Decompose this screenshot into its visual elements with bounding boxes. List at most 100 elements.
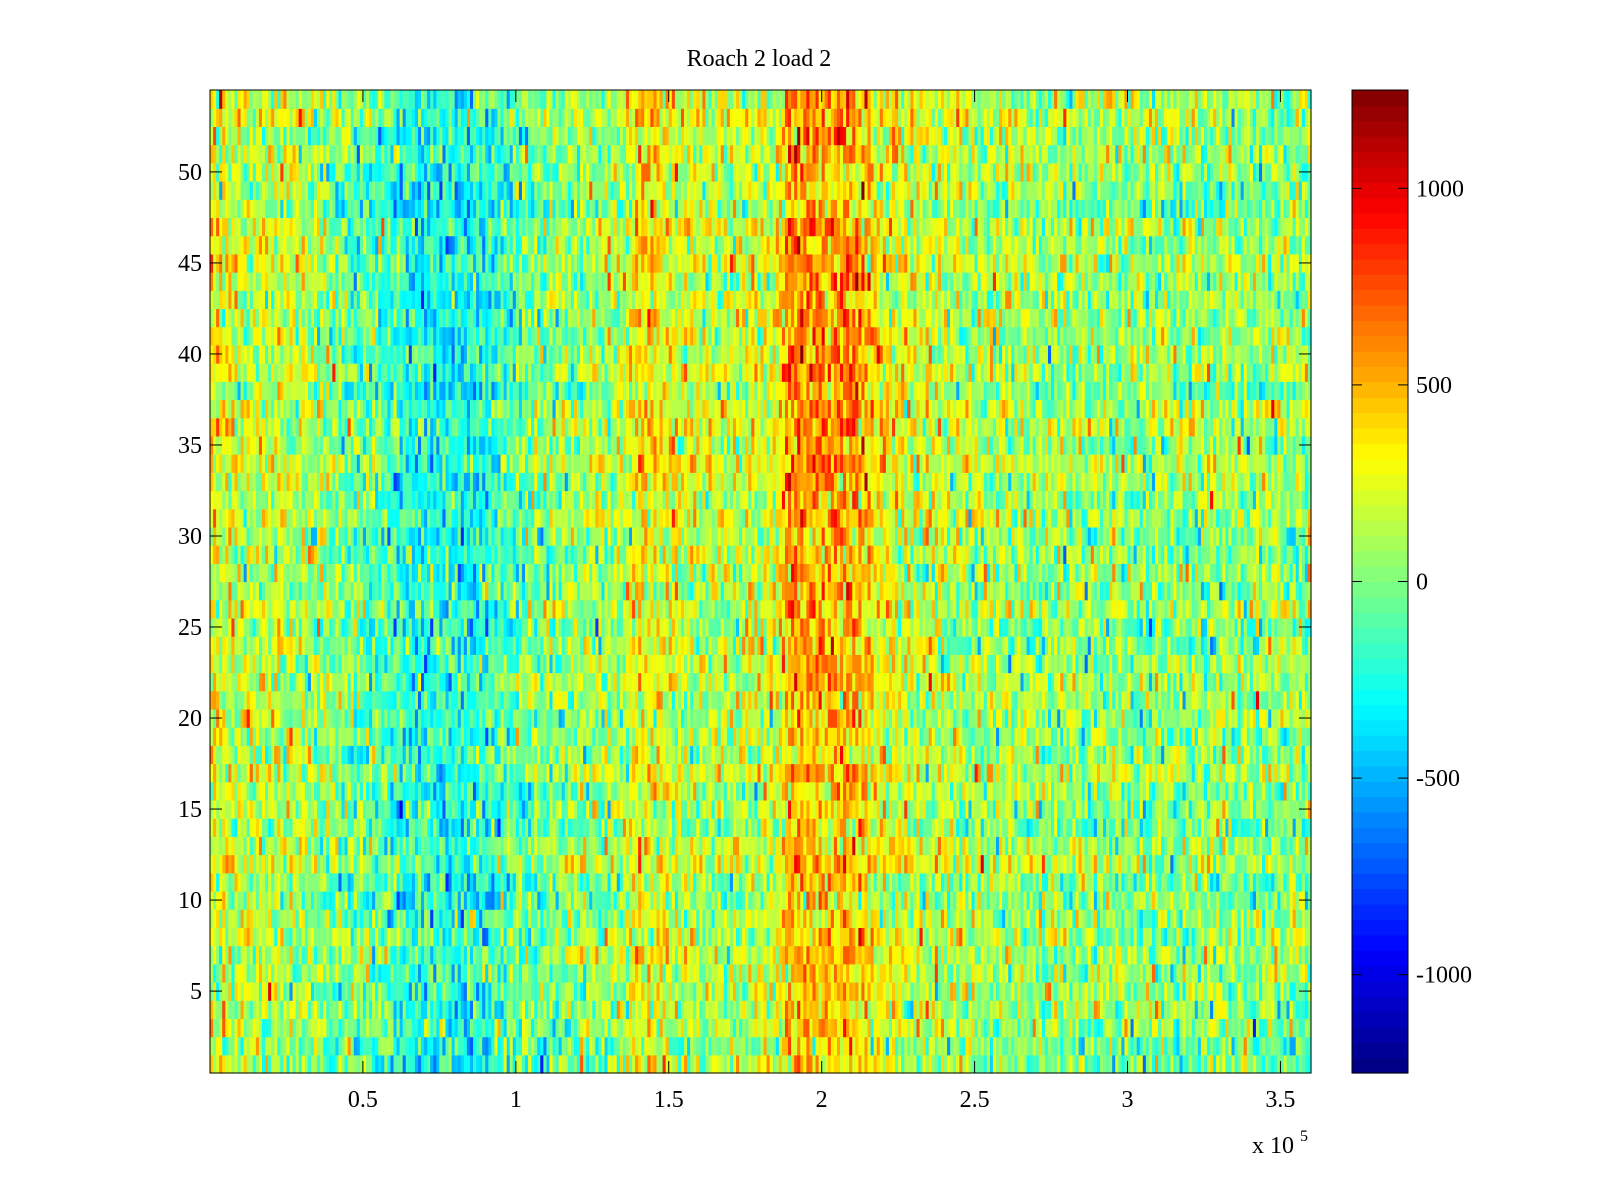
heatmap-cell (858, 1000, 863, 1019)
heatmap-cell (977, 1054, 982, 1074)
heatmap-cell (353, 1036, 358, 1056)
heatmap-cell (295, 981, 300, 1001)
heatmap-cell (506, 963, 511, 983)
heatmap-cell (635, 963, 639, 983)
heatmap-cell (213, 1018, 217, 1038)
heatmap-cell (1087, 1036, 1092, 1056)
heatmap-cell (995, 1018, 1000, 1038)
heatmap-cell (1136, 963, 1141, 983)
heatmap-cell (1222, 1000, 1226, 1019)
heatmap-cell (359, 1036, 364, 1056)
heatmap-cell (907, 1018, 911, 1038)
heatmap-cell (243, 963, 248, 983)
heatmap-cell (216, 1054, 220, 1074)
heatmap-cell (1231, 1018, 1236, 1038)
heatmap-cell (592, 1018, 596, 1038)
heatmap-cell (1051, 981, 1055, 1001)
heatmap-cell (632, 1018, 636, 1038)
heatmap-cell (1207, 981, 1211, 1001)
heatmap-cell (714, 963, 719, 983)
heatmap-cell (552, 1036, 557, 1056)
heatmap-cell (1243, 981, 1248, 1001)
heatmap-cell (537, 1018, 541, 1038)
heatmap-cell (775, 981, 780, 1001)
heatmap-cell (1255, 1036, 1260, 1056)
heatmap-cell (830, 981, 835, 1001)
heatmap-cell (1115, 1000, 1119, 1019)
heatmap-cell (1047, 1018, 1052, 1038)
heatmap-cell (989, 981, 994, 1001)
heatmap-cell (680, 981, 685, 1001)
heatmap-cell (989, 1000, 994, 1019)
heatmap-cell (861, 1036, 866, 1056)
heatmap-cell (289, 963, 294, 983)
heatmap-cell (653, 981, 658, 1001)
heatmap-cell (1145, 981, 1150, 1001)
heatmap-cell (1121, 1036, 1126, 1056)
heatmap-cell (736, 981, 740, 1001)
heatmap-cell (968, 963, 973, 983)
heatmap-cell (344, 963, 349, 983)
heatmap-cell (607, 1000, 612, 1019)
heatmap-cell (864, 981, 869, 1001)
heatmap-cell (791, 1000, 795, 1019)
heatmap-cell (674, 981, 679, 1001)
heatmap-cell (1161, 1018, 1165, 1038)
heatmap-cell (466, 981, 471, 1001)
heatmap-cell (1011, 1000, 1015, 1019)
heatmap-cell (390, 1000, 395, 1019)
heatmap-cell (534, 1036, 538, 1056)
heatmap-cell (463, 1000, 468, 1019)
heatmap-cell (1020, 1000, 1025, 1019)
heatmap-cell (702, 1000, 707, 1019)
heatmap-cell (1109, 1054, 1113, 1074)
heatmap-cell (289, 981, 294, 1001)
heatmap-cell (772, 1000, 777, 1019)
heatmap-cell (1075, 981, 1080, 1001)
heatmap-cell (485, 963, 489, 983)
heatmap-cell (1155, 963, 1159, 983)
heatmap-cell (931, 981, 936, 1001)
heatmap-cell (564, 981, 569, 1001)
heatmap-cell (335, 1054, 340, 1074)
heatmap-cell (895, 1018, 899, 1038)
heatmap-cell (580, 1054, 584, 1074)
heatmap-cell (901, 981, 905, 1001)
heatmap-cell (1222, 981, 1226, 1001)
heatmap-cell (439, 963, 444, 983)
heatmap-cell (310, 981, 315, 1001)
heatmap-cell (962, 1000, 967, 1019)
heatmap-cell (1133, 963, 1138, 983)
heatmap-cell (882, 1000, 887, 1019)
heatmap-cell (1078, 1000, 1083, 1019)
heatmap-cell (274, 1000, 278, 1019)
heatmap-cell (910, 1018, 915, 1038)
heatmap-cell (286, 1018, 291, 1038)
heatmap-cell (910, 1054, 915, 1074)
heatmap-cell (836, 1000, 841, 1019)
heatmap-cell (1063, 1054, 1067, 1074)
heatmap-cell (350, 1036, 355, 1056)
heatmap-cell (442, 1000, 447, 1019)
heatmap-cell (1243, 963, 1248, 983)
heatmap-cell (469, 1054, 474, 1074)
heatmap-cell (543, 1036, 548, 1056)
heatmap-cell (775, 1018, 780, 1038)
heatmap-cell (216, 1036, 220, 1056)
heatmap-cell (1188, 1018, 1193, 1038)
heatmap-cell (1265, 1054, 1269, 1074)
heatmap-cell (968, 1018, 973, 1038)
heatmap-cell (956, 963, 960, 983)
heatmap-cell (1249, 1000, 1254, 1019)
heatmap-cell (885, 963, 890, 983)
heatmap-cell (482, 1054, 486, 1074)
heatmap-cell (772, 1036, 777, 1056)
heatmap-cell (613, 1036, 618, 1056)
heatmap-cell (821, 1054, 826, 1074)
heatmap-cell (518, 963, 523, 983)
heatmap-cell (1124, 1000, 1129, 1019)
heatmap-cell (1115, 981, 1119, 1001)
heatmap-cell (1213, 1036, 1217, 1056)
heatmap-cell (271, 981, 275, 1001)
heatmap-cell (757, 963, 762, 983)
